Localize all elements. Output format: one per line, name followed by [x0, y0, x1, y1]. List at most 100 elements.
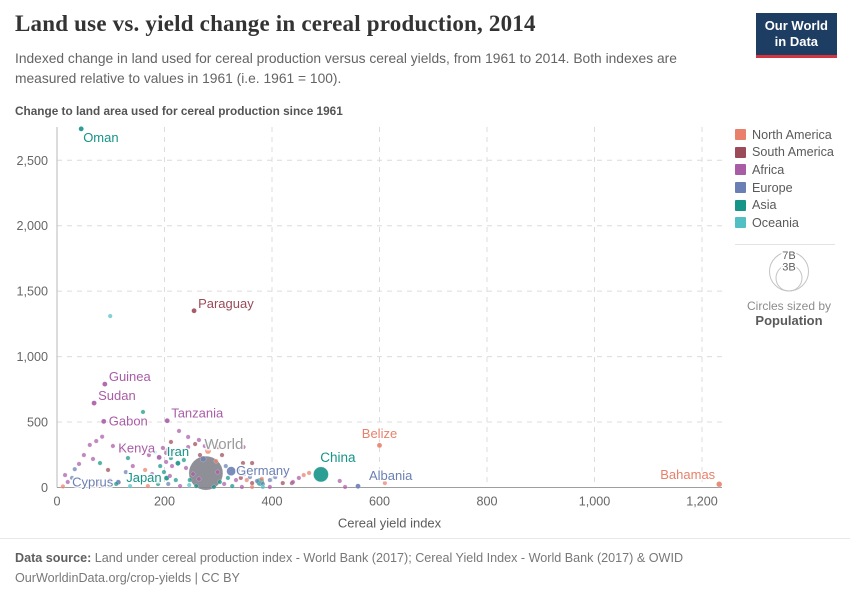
data-point[interactable]	[113, 481, 119, 487]
data-point[interactable]	[99, 434, 105, 440]
data-point[interactable]	[296, 475, 302, 481]
data-point[interactable]	[233, 477, 239, 483]
data-point[interactable]	[168, 439, 174, 445]
data-point[interactable]	[241, 471, 247, 477]
data-point[interactable]	[187, 477, 193, 483]
data-point[interactable]	[280, 480, 286, 486]
data-point[interactable]	[207, 440, 213, 446]
data-point[interactable]	[337, 478, 343, 484]
data-point[interactable]	[267, 484, 273, 490]
data-point[interactable]	[127, 483, 133, 489]
data-point-bahamas[interactable]	[716, 481, 723, 488]
data-point[interactable]	[140, 409, 146, 415]
data-point[interactable]	[181, 457, 187, 463]
data-point[interactable]	[217, 479, 223, 485]
data-point[interactable]	[219, 452, 225, 458]
data-point[interactable]	[134, 475, 140, 481]
data-point[interactable]	[215, 469, 221, 475]
data-point[interactable]	[168, 455, 174, 461]
data-point[interactable]	[221, 481, 227, 487]
data-point[interactable]	[235, 467, 241, 473]
data-point[interactable]	[290, 479, 296, 485]
data-point[interactable]	[199, 455, 207, 463]
data-point[interactable]	[306, 470, 312, 476]
data-point[interactable]	[259, 476, 265, 482]
data-point-iran[interactable]	[175, 460, 181, 466]
legend-item-af[interactable]: Africa	[735, 161, 847, 179]
data-point[interactable]	[260, 484, 266, 490]
data-point[interactable]	[97, 460, 103, 466]
data-point[interactable]	[193, 483, 199, 489]
data-point-paraguay[interactable]	[191, 308, 197, 314]
data-point[interactable]	[240, 460, 246, 466]
data-point[interactable]	[81, 452, 87, 458]
data-point[interactable]	[149, 471, 155, 477]
data-point-gabon[interactable]	[101, 418, 107, 425]
data-point[interactable]	[301, 472, 307, 478]
data-point[interactable]	[72, 466, 78, 472]
data-point-kenya[interactable]	[156, 454, 162, 461]
data-point[interactable]	[163, 459, 169, 465]
data-point[interactable]	[125, 455, 131, 461]
data-point[interactable]	[249, 480, 255, 486]
data-point-china[interactable]	[313, 466, 329, 483]
data-point[interactable]	[244, 477, 250, 483]
data-point-guinea[interactable]	[102, 381, 108, 387]
data-point[interactable]	[118, 447, 124, 453]
data-point-belize[interactable]	[376, 442, 383, 449]
data-point[interactable]	[185, 444, 191, 450]
data-point[interactable]	[142, 467, 148, 473]
data-point[interactable]	[107, 313, 113, 319]
data-point[interactable]	[107, 477, 113, 483]
data-point[interactable]	[197, 452, 203, 458]
data-point[interactable]	[211, 484, 217, 490]
data-point[interactable]	[155, 481, 161, 487]
data-point[interactable]	[202, 443, 208, 449]
data-point-sudan[interactable]	[91, 400, 97, 406]
data-point[interactable]	[247, 474, 253, 480]
legend-item-eu[interactable]: Europe	[735, 179, 847, 197]
data-point[interactable]	[190, 471, 196, 477]
data-point[interactable]	[183, 465, 189, 471]
data-point[interactable]	[185, 434, 191, 440]
data-point[interactable]	[267, 477, 273, 483]
data-point[interactable]	[272, 474, 278, 480]
data-point[interactable]	[130, 463, 136, 469]
data-point[interactable]	[239, 484, 245, 490]
legend-item-as[interactable]: Asia	[735, 196, 847, 214]
legend-item-sa[interactable]: South America	[735, 144, 847, 162]
data-point[interactable]	[90, 456, 96, 462]
data-point[interactable]	[105, 467, 111, 473]
owid-logo[interactable]: Our World in Data	[755, 13, 837, 58]
data-point[interactable]	[163, 450, 169, 456]
data-point[interactable]	[177, 483, 183, 489]
data-point[interactable]	[342, 484, 348, 490]
data-point[interactable]	[192, 441, 198, 447]
data-point[interactable]	[93, 438, 99, 444]
data-point[interactable]	[65, 479, 71, 485]
data-point[interactable]	[382, 480, 388, 486]
data-point[interactable]	[76, 461, 82, 467]
data-point[interactable]	[254, 478, 260, 484]
data-point[interactable]	[161, 469, 167, 475]
data-point[interactable]	[238, 475, 244, 481]
data-point[interactable]	[69, 475, 75, 481]
data-point[interactable]	[157, 463, 163, 469]
data-point[interactable]	[165, 481, 171, 487]
data-point-germany[interactable]	[226, 466, 236, 476]
data-point[interactable]	[167, 473, 173, 479]
data-point[interactable]	[186, 482, 192, 488]
data-point[interactable]	[229, 483, 235, 489]
data-point[interactable]	[282, 474, 288, 480]
legend-item-oc[interactable]: Oceania	[735, 214, 847, 232]
data-point[interactable]	[62, 472, 68, 478]
data-point[interactable]	[173, 477, 179, 483]
data-point[interactable]	[196, 476, 202, 482]
legend-item-na[interactable]: North America	[735, 126, 847, 144]
data-point[interactable]	[225, 475, 231, 481]
data-point[interactable]	[123, 469, 129, 475]
data-point[interactable]	[213, 458, 219, 464]
data-point[interactable]	[241, 444, 246, 450]
data-point-tanzania[interactable]	[164, 418, 170, 424]
data-point[interactable]	[249, 460, 255, 466]
